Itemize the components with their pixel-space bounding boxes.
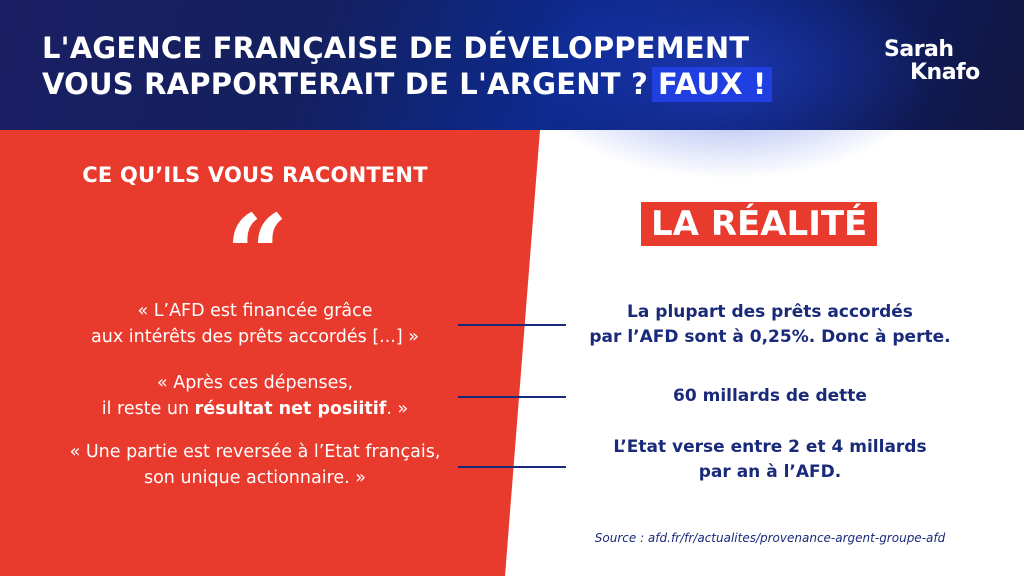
brand-logo: Sarah Knafo [884,38,980,84]
claim-3-line-1: « Une partie est reversée à l’Etat franç… [69,442,441,462]
title-line-2-text: VOUS RAPPORTERAIT DE L'ARGENT ? [42,67,649,101]
claims-heading: CE QU’ILS VOUS RACONTENT [82,163,428,187]
claim-2-line-1: « Après ces dépenses, [156,373,354,393]
quote-icon: “ [225,190,289,319]
reality-heading: LA RÉALITÉ [641,202,878,246]
fact-3-line-1: L’Etat verse entre 2 et 4 millards [613,437,927,457]
claim-1-line-1: « L’AFD est financée grâce [137,301,373,321]
claim-3-line-2: son unique actionnaire. » [143,468,366,488]
claim-2-line-2: il reste un résultat net posiitif. » [40,396,470,422]
fact-1-line-2: par l’AFD sont à 0,25%. Donc à perte. [589,327,951,347]
claim-3: « Une partie est reversée à l’Etat franç… [40,439,470,491]
title-line-1: L'AGENCE FRANÇAISE DE DÉVELOPPEMENT [42,31,750,65]
source-citation: Source : afd.fr/fr/actualites/provenance… [594,531,946,545]
fact-1: La plupart des prêts accordés par l’AFD … [560,300,980,350]
connector-line-1 [458,324,566,326]
title-line-2: VOUS RAPPORTERAIT DE L'ARGENT ? FAUX ! [42,66,773,102]
header-banner: L'AGENCE FRANÇAISE DE DÉVELOPPEMENT VOUS… [0,0,1024,180]
red-panel-background [0,130,1024,576]
fact-2: 60 millards de dette [560,384,980,409]
brand-first-name: Sarah [884,37,954,62]
claim-1-line-2: aux intérêts des prêts accordés [...] » [91,327,419,347]
fact-3-line-2: par an à l’AFD. [698,462,842,482]
claim-1: « L’AFD est financée grâce aux intérêts … [40,298,470,350]
fact-3: L’Etat verse entre 2 et 4 millards par a… [560,435,980,485]
red-panel-shape [0,130,540,576]
claim-2-text-pre: il reste un [101,399,195,419]
fact-2-line-1: 60 millards de dette [673,386,867,406]
title-highlight: FAUX ! [652,67,773,102]
brand-last-name: Knafo [910,60,980,85]
claim-2-text-post: . » [386,399,409,419]
connector-line-2 [458,396,566,398]
page-title: L'AGENCE FRANÇAISE DE DÉVELOPPEMENT VOUS… [42,30,773,102]
claim-2: « Après ces dépenses, il reste un résult… [40,370,470,422]
connector-line-3 [458,466,566,468]
fact-1-line-1: La plupart des prêts accordés [627,302,913,322]
claim-2-text-bold: résultat net posiitif [194,399,387,419]
